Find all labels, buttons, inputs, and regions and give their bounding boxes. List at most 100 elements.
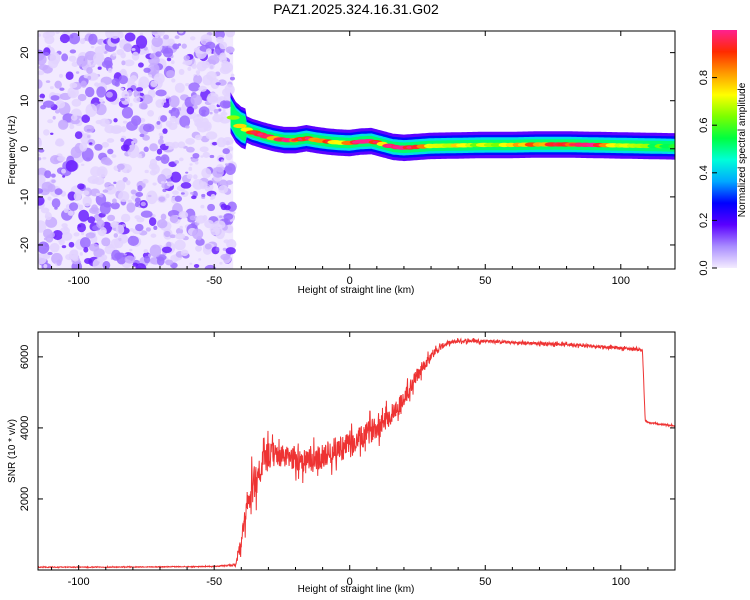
snr-series-line <box>38 337 675 569</box>
noise-blob <box>38 33 42 37</box>
noise-blob <box>207 180 214 186</box>
noise-blob <box>112 198 117 204</box>
noise-blob <box>44 170 52 179</box>
noise-blob <box>174 233 186 240</box>
noise-blob <box>101 237 111 247</box>
noise-blob <box>77 224 82 228</box>
noise-blob <box>77 183 85 190</box>
noise-blob <box>169 234 176 239</box>
noise-blob <box>178 68 185 76</box>
noise-blob <box>45 235 54 243</box>
noise-blob <box>55 138 64 147</box>
noise-blob <box>180 249 189 257</box>
ridge-spot <box>233 123 247 129</box>
spectrogram-x-axis-title: Height of straight line (km) <box>298 285 415 296</box>
noise-blob <box>111 249 121 261</box>
noise-blob <box>38 148 45 153</box>
noise-blob <box>121 106 134 119</box>
noise-blob <box>135 191 144 197</box>
noise-blob <box>201 167 212 179</box>
noise-blob <box>229 76 236 81</box>
noise-blob <box>200 155 204 158</box>
noise-blob <box>139 133 145 138</box>
spectrogram-x-tick-label: 0 <box>347 275 353 287</box>
noise-blob <box>165 259 174 266</box>
noise-blob <box>82 196 92 207</box>
noise-blob <box>85 86 95 98</box>
noise-blob <box>88 72 99 81</box>
noise-blob <box>135 263 147 269</box>
noise-blob <box>224 204 231 211</box>
noise-blob <box>155 89 167 97</box>
noise-blob <box>155 51 162 57</box>
noise-blob <box>52 115 56 120</box>
noise-blob <box>216 36 224 43</box>
noise-blob <box>59 87 65 91</box>
noise-blob <box>165 120 173 128</box>
noise-blob <box>129 102 133 107</box>
noise-blob <box>218 108 222 112</box>
noise-blob <box>107 67 113 73</box>
spectrogram-x-tick-label: -50 <box>206 275 222 287</box>
colorbar-tick-label: 0.8 <box>698 70 710 85</box>
noise-blob <box>83 246 89 253</box>
noise-blob <box>63 207 69 214</box>
noise-blob <box>180 182 192 189</box>
noise-blob <box>73 192 82 201</box>
noise-blob <box>137 62 144 68</box>
noise-blob <box>194 118 203 128</box>
noise-blob <box>147 109 155 117</box>
noise-blob <box>220 159 225 162</box>
noise-blob <box>88 243 100 252</box>
noise-blob <box>169 214 179 224</box>
noise-blob <box>59 33 70 44</box>
snr-y-tick-label: 4000 <box>19 416 31 440</box>
noise-blob <box>85 103 98 118</box>
noise-blob <box>157 138 164 145</box>
noise-blob <box>113 118 118 123</box>
noise-blob <box>215 247 220 252</box>
noise-blob <box>43 52 50 56</box>
noise-blob <box>205 48 212 55</box>
noise-blob <box>49 52 61 65</box>
noise-blob <box>185 138 195 145</box>
noise-blob <box>191 63 197 69</box>
noise-blob <box>165 95 170 99</box>
colorbar-tick-label: 0.4 <box>698 165 710 180</box>
snr-x-tick-label: -100 <box>68 576 90 588</box>
ridge-peak <box>250 131 257 134</box>
ridge-peak <box>406 146 413 149</box>
noise-blob <box>39 93 46 99</box>
noise-blob <box>160 115 168 122</box>
noise-blob <box>40 207 50 214</box>
noise-blob <box>120 213 131 223</box>
noise-blob <box>120 87 125 91</box>
noise-blob <box>178 31 184 34</box>
noise-blob <box>180 192 185 195</box>
noise-blob <box>165 142 170 147</box>
noise-blob <box>152 182 157 186</box>
noise-blob <box>49 242 60 253</box>
noise-blob <box>115 180 126 192</box>
noise-blob <box>70 114 78 121</box>
snr-x-axis: -100 -50 0 50 100 <box>51 332 676 588</box>
noise-blob <box>199 146 209 153</box>
noise-blob <box>54 109 60 114</box>
noise-blob <box>94 82 100 87</box>
noise-blob <box>190 94 203 106</box>
noise-blob <box>137 185 143 192</box>
noise-blob <box>82 190 90 196</box>
noise-blob <box>49 86 54 90</box>
noise-blob <box>201 193 206 198</box>
noise-blob <box>52 229 63 241</box>
noise-blob <box>96 86 106 98</box>
noise-blob <box>187 66 192 72</box>
noise-blob <box>43 129 50 136</box>
noise-blob <box>166 57 172 62</box>
colorbar-scale <box>712 30 737 268</box>
noise-blob <box>160 181 165 184</box>
noise-blob <box>111 78 120 86</box>
noise-blob <box>177 141 186 149</box>
noise-blob <box>90 45 95 49</box>
noise-blob <box>96 219 105 229</box>
